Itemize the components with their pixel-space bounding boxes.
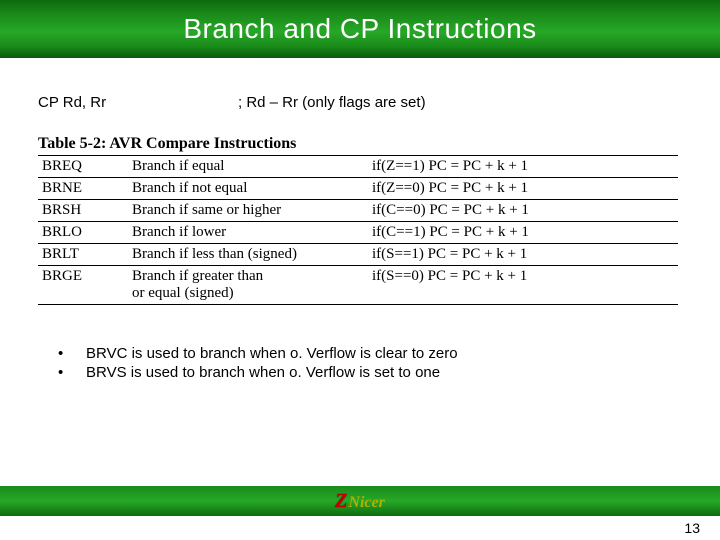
bullet-list: • BRVC is used to branch when o. Verflow…: [38, 345, 682, 381]
table-row: BRNE Branch if not equal if(Z==0) PC = P…: [38, 178, 678, 200]
cp-comment: ; Rd – Rr (only flags are set): [238, 94, 426, 111]
cell-cond: if(C==0) PC = PC + k + 1: [368, 200, 678, 222]
cell-mnemonic: BREQ: [38, 156, 128, 178]
cp-mnemonic: CP Rd, Rr: [38, 94, 238, 111]
logo-nicer: Nicer: [348, 494, 384, 512]
table-row: BREQ Branch if equal if(Z==1) PC = PC + …: [38, 156, 678, 178]
cell-mnemonic: BRNE: [38, 178, 128, 200]
page-number: 13: [684, 520, 700, 536]
cell-cond: if(C==1) PC = PC + k + 1: [368, 222, 678, 244]
cp-instruction-line: CP Rd, Rr ; Rd – Rr (only flags are set): [38, 94, 682, 111]
list-item: • BRVS is used to branch when o. Verflow…: [58, 364, 682, 381]
cell-desc: Branch if not equal: [128, 178, 368, 200]
cell-desc: Branch if greater than or equal (signed): [128, 266, 368, 305]
table-row: BRGE Branch if greater than or equal (si…: [38, 266, 678, 305]
bullet-icon: •: [58, 364, 86, 381]
cell-desc: Branch if lower: [128, 222, 368, 244]
cell-cond: if(Z==1) PC = PC + k + 1: [368, 156, 678, 178]
table-caption: Table 5-2: AVR Compare Instructions: [38, 135, 682, 153]
cell-cond: if(Z==0) PC = PC + k + 1: [368, 178, 678, 200]
content-area: CP Rd, Rr ; Rd – Rr (only flags are set)…: [0, 58, 720, 381]
title-bar: Branch and CP Instructions: [0, 0, 720, 58]
cell-desc: Branch if same or higher: [128, 200, 368, 222]
cell-mnemonic: BRSH: [38, 200, 128, 222]
logo: Z Nicer: [335, 490, 385, 513]
footer-bar: Z Nicer: [0, 486, 720, 516]
cell-mnemonic: BRLO: [38, 222, 128, 244]
page-title: Branch and CP Instructions: [183, 13, 536, 45]
table-row: BRLT Branch if less than (signed) if(S==…: [38, 244, 678, 266]
list-item: • BRVC is used to branch when o. Verflow…: [58, 345, 682, 362]
cell-cond: if(S==1) PC = PC + k + 1: [368, 244, 678, 266]
bullet-icon: •: [58, 345, 86, 362]
bullet-text: BRVS is used to branch when o. Verflow i…: [86, 364, 440, 381]
logo-z: Z: [335, 490, 347, 513]
cell-desc: Branch if less than (signed): [128, 244, 368, 266]
table-row: BRLO Branch if lower if(C==1) PC = PC + …: [38, 222, 678, 244]
table-row: BRSH Branch if same or higher if(C==0) P…: [38, 200, 678, 222]
cell-cond: if(S==0) PC = PC + k + 1: [368, 266, 678, 305]
cell-mnemonic: BRGE: [38, 266, 128, 305]
cell-mnemonic: BRLT: [38, 244, 128, 266]
cell-desc: Branch if equal: [128, 156, 368, 178]
compare-instructions-table: BREQ Branch if equal if(Z==1) PC = PC + …: [38, 155, 678, 305]
bullet-text: BRVC is used to branch when o. Verflow i…: [86, 345, 458, 362]
